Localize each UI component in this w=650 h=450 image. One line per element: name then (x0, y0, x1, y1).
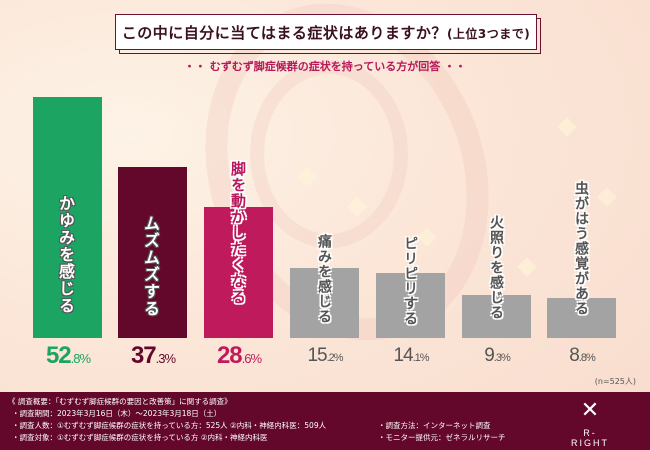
value-label: 52.8% (45, 342, 91, 369)
logo-mark-icon: ✕ (580, 398, 600, 423)
survey-heading: 《 調査概要：「むずむず脚症候群の要因と改善策」に関する調査》 (8, 397, 232, 406)
chart-subtitle: ・・ むずむず脚症候群の症状を持っている方が回答 ・・ (183, 60, 467, 73)
survey-method: ・調査方法：インターネット調査 (378, 421, 491, 430)
survey-count: ・調査人数：①むずむず脚症候群の症状を持っている方：525人 ②内科・神経内科医… (12, 421, 327, 430)
bar-label: 火照りを感じる (488, 215, 504, 320)
bar-urge-to-move: 脚を動かしたくなる (204, 161, 273, 338)
value-label: 9.3% (484, 345, 511, 366)
bar-label: 虫がはう感覚がある (573, 181, 589, 316)
bar-pain: 痛みを感じる (290, 234, 359, 338)
chart-title: この中に自分に当てはまる症状はありますか？(上位3つまで) (122, 22, 531, 43)
title-box: この中に自分に当てはまる症状はありますか？(上位3つまで) (115, 14, 537, 50)
value-label: 28.6% (216, 342, 262, 369)
value-label: 37.3% (130, 342, 176, 369)
survey-target: ・調査対象：①むずむず脚症候群の症状を持っている方 ②内科・神経内科医 (12, 433, 268, 442)
value-label: 14.1% (393, 345, 429, 366)
background-diamond (597, 187, 617, 207)
survey-period: ・調査期間：2023年3月16日（木）～2023年3月18日（土） (12, 409, 222, 418)
bar-restless: ムズムズする (118, 167, 187, 338)
bar-burning: 火照りを感じる (462, 215, 531, 338)
survey-footer: 《 調査概要：「むずむず脚症候群の要因と改善策」に関する調査》 ・調査期間：20… (0, 392, 650, 450)
bar-tingling: ピリピリする (376, 236, 445, 338)
sample-size-note: (n=525人) (594, 377, 636, 386)
bar-label: ムズムズする (141, 215, 160, 317)
survey-provider: ・モニター提供元：ゼネラルリサーチ (378, 433, 506, 442)
value-label: 8.8% (569, 345, 596, 366)
bar-label: かゆみを感じる (56, 195, 75, 314)
background-swirl-inner (250, 60, 408, 248)
value-label: 15.2% (307, 345, 343, 366)
bar-itching: かゆみを感じる (33, 97, 102, 338)
title-main: この中に自分に当てはまる症状はありますか？ (121, 23, 447, 42)
bar-label: 脚を動かしたくなる (229, 161, 247, 305)
title-suffix: (上位3つまで) (446, 26, 531, 41)
bar-crawling: 虫がはう感覚がある (547, 181, 616, 338)
background-diamond (517, 257, 537, 277)
background-diamond (557, 117, 577, 137)
bar-label: ピリピリする (402, 236, 418, 326)
bar-label: 痛みを感じる (316, 234, 332, 324)
logo-text: R-RIGHT (571, 428, 609, 448)
brand-logo: ✕ R-RIGHT (565, 398, 615, 449)
